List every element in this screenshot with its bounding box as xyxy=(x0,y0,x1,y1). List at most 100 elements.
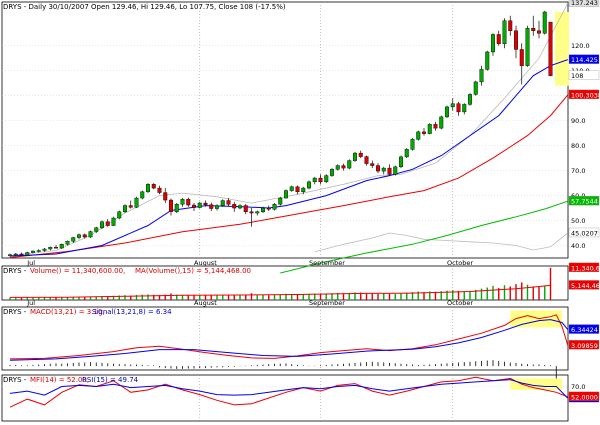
volume-bar xyxy=(521,282,523,300)
volume-bar xyxy=(503,285,506,300)
volume-bar xyxy=(383,293,385,300)
candle-body xyxy=(473,81,478,95)
macd-header-a: MACD(13,21) = 3.10, xyxy=(30,308,105,316)
volume-bar xyxy=(233,295,235,300)
volume-bar xyxy=(360,292,362,300)
candle-body xyxy=(508,20,513,31)
candle-body xyxy=(387,167,392,175)
candle-body xyxy=(445,106,449,118)
candle-body xyxy=(341,165,346,169)
volume-bar xyxy=(199,295,201,300)
ma-red-line xyxy=(9,94,569,258)
volume-bar xyxy=(469,290,471,300)
candle-body xyxy=(284,190,288,199)
volume-bar xyxy=(532,286,534,300)
volume-bar xyxy=(417,291,419,300)
mfi-header-b: RSI(15) = 49.74 xyxy=(82,376,139,384)
volume-bar xyxy=(498,288,500,300)
candle-body xyxy=(318,177,323,183)
candle-body xyxy=(491,34,495,53)
candle-body xyxy=(433,124,438,129)
volume-header-prefix: DRYS - xyxy=(3,267,27,275)
volume-bar xyxy=(32,297,34,300)
candle-body xyxy=(220,200,225,206)
candle-body xyxy=(462,104,467,113)
candle-body xyxy=(427,124,432,134)
volume-bar xyxy=(55,297,57,300)
candle-body xyxy=(226,200,231,205)
candle-body xyxy=(456,103,461,113)
volume-bar xyxy=(193,294,195,300)
mfi-header-prefix: DRYS - xyxy=(3,376,27,384)
macd-value-label: 6.34424 xyxy=(571,326,598,334)
month-label: August xyxy=(194,259,217,267)
price-value-label: 100.3038 xyxy=(571,91,600,99)
candle-body xyxy=(186,199,191,206)
macd-highlight xyxy=(510,310,562,328)
candle-body xyxy=(255,211,260,214)
price-tick-label: 90.0 xyxy=(571,117,585,125)
macd-value-label-bg xyxy=(568,324,600,334)
panel-mfi xyxy=(1,374,569,422)
volume-bar xyxy=(388,293,391,300)
candle-body xyxy=(422,131,426,134)
volume-bar xyxy=(302,294,304,300)
volume-value-label-bg xyxy=(568,280,600,290)
candle-body xyxy=(105,221,110,226)
candle-body xyxy=(243,205,248,212)
volume-bar xyxy=(49,297,51,300)
candle-body xyxy=(19,253,24,256)
candle-body xyxy=(134,197,139,208)
candle-body xyxy=(266,207,271,210)
price-tick-label: 70.0 xyxy=(571,167,585,175)
volume-bar xyxy=(15,297,17,300)
volume-bar xyxy=(377,293,379,300)
price-value-label-bg xyxy=(568,196,600,206)
volume-bar xyxy=(446,290,448,300)
price-value-label-bg xyxy=(568,0,600,7)
candle-body xyxy=(278,197,283,205)
candle-body xyxy=(393,166,398,175)
volume-bar xyxy=(164,294,166,300)
volume-bar xyxy=(101,296,103,300)
candle-body xyxy=(301,187,306,193)
candle-body xyxy=(94,227,99,232)
candle-body xyxy=(151,184,156,189)
volume-bar xyxy=(452,290,454,300)
candle-body xyxy=(335,165,340,170)
candle-body xyxy=(399,156,403,168)
volume-value-label: 11,340,600 xyxy=(571,264,600,272)
price-value-label: 45.0207 xyxy=(571,229,598,237)
candle-body xyxy=(548,21,553,76)
candle-body xyxy=(370,163,375,166)
volume-bar xyxy=(285,293,287,300)
month-label: August xyxy=(194,299,217,307)
candle-body xyxy=(496,34,501,44)
candle-body xyxy=(54,247,58,249)
volume-bar xyxy=(176,294,178,300)
candle-body xyxy=(77,234,81,238)
candle-body xyxy=(324,175,329,183)
price-tick-label: 40.0 xyxy=(571,242,585,250)
candle-body xyxy=(13,253,18,256)
price-value-label: 114.425 xyxy=(571,56,598,64)
candle-body xyxy=(261,207,265,212)
candle-body xyxy=(502,20,507,44)
candle-body xyxy=(100,221,104,228)
volume-bar xyxy=(204,295,207,300)
candle-body xyxy=(381,167,386,172)
volume-bar xyxy=(296,294,299,300)
volume-bar xyxy=(78,296,80,300)
volume-bar xyxy=(170,293,172,300)
volume-value-label-bg xyxy=(568,262,600,273)
mfi-value-label-bg xyxy=(568,391,600,402)
candle-body xyxy=(519,49,524,66)
price-tick-label: 80.0 xyxy=(571,142,585,150)
candle-body xyxy=(192,204,196,208)
price-value-label: 108 xyxy=(571,72,583,80)
volume-bar xyxy=(308,293,310,300)
panel-price xyxy=(1,1,569,259)
candle-body xyxy=(364,156,369,164)
volume-bar xyxy=(337,292,339,300)
volume-bar xyxy=(124,295,126,300)
